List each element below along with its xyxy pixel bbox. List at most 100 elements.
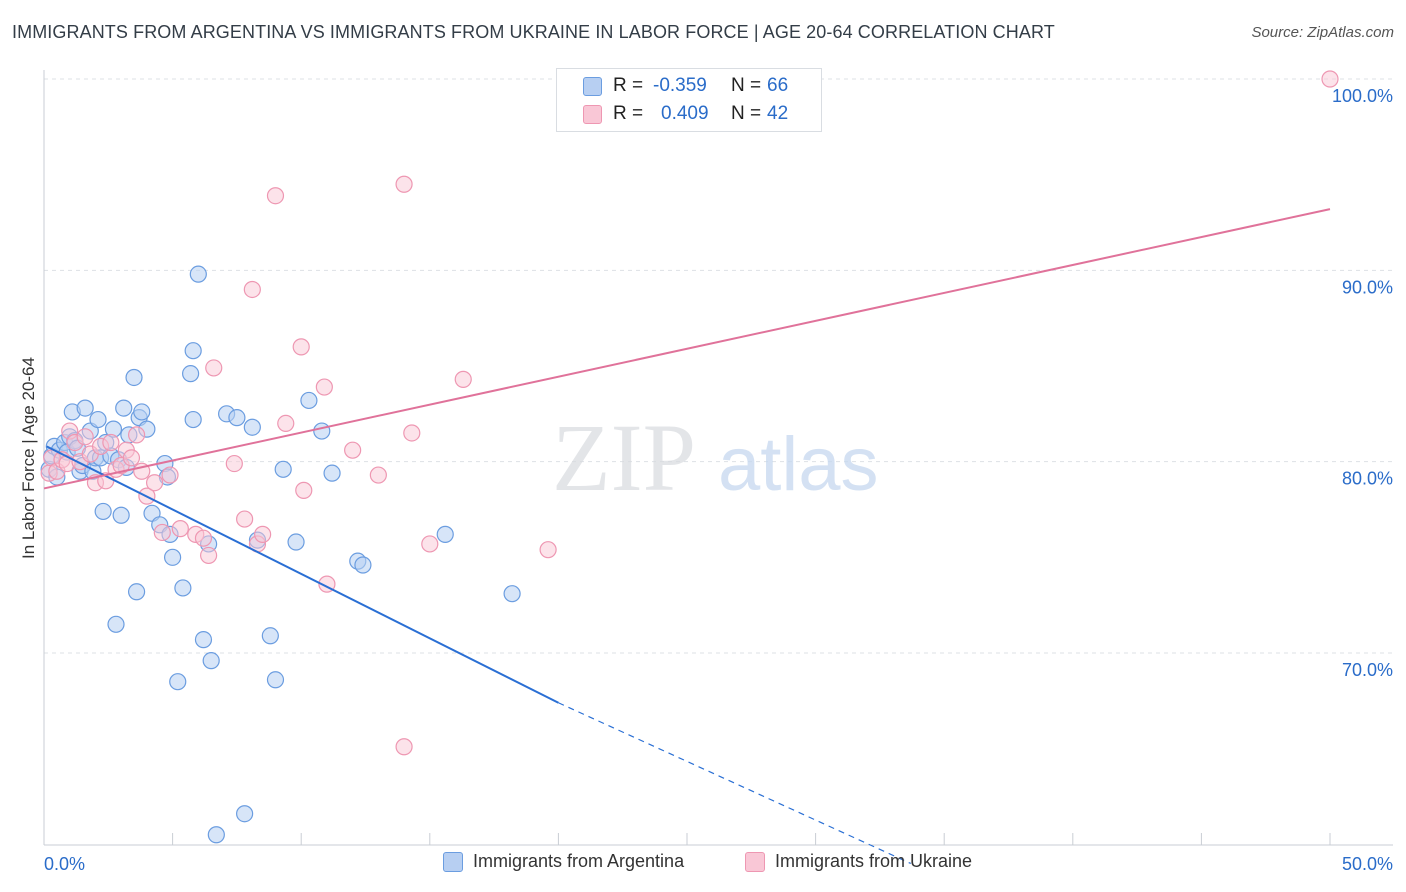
ukraine-point bbox=[122, 449, 141, 467]
ukraine-point bbox=[145, 474, 164, 492]
ukraine-point bbox=[225, 454, 243, 473]
legend-label-argentina: Immigrants from Argentina bbox=[473, 851, 685, 871]
argentina-point bbox=[112, 506, 130, 524]
source-label: Source: ZipAtlas.com bbox=[1251, 24, 1394, 41]
legend-r-label: R = bbox=[613, 75, 644, 96]
argentina-swatch bbox=[443, 851, 463, 872]
ukraine-point bbox=[205, 359, 223, 377]
ukraine-point bbox=[200, 546, 218, 565]
ukraine-point bbox=[395, 738, 413, 756]
legend-label-ukraine: Immigrants from Ukraine bbox=[775, 851, 973, 871]
argentina-trendline-extrapolated bbox=[558, 702, 912, 865]
watermark: ZIP atlas bbox=[552, 404, 879, 511]
ukraine-point bbox=[127, 426, 146, 444]
legend-n-value: 42 bbox=[767, 103, 789, 124]
ukraine-point bbox=[153, 523, 171, 542]
legend-n-label: N = bbox=[731, 75, 762, 96]
ukraine-point bbox=[421, 535, 439, 553]
ukraine-point bbox=[236, 510, 254, 528]
x-tick-labels: 0.0% 50.0% bbox=[44, 854, 1393, 874]
x-tick-label: 0.0% bbox=[44, 854, 85, 874]
gridlines bbox=[44, 78, 1393, 654]
argentina-point bbox=[182, 365, 200, 383]
ukraine-point bbox=[315, 378, 333, 396]
ukraine-swatch bbox=[745, 851, 765, 872]
ukraine-point bbox=[171, 520, 189, 538]
ukraine-swatch bbox=[583, 104, 602, 124]
argentina-point bbox=[94, 502, 112, 521]
watermark-atlas: atlas bbox=[718, 422, 879, 507]
argentina-point bbox=[133, 403, 151, 421]
watermark-zip: ZIP bbox=[552, 404, 696, 511]
ukraine-trendline bbox=[43, 208, 1331, 490]
y-tick-label: 100.0% bbox=[1332, 86, 1393, 106]
correlation-legend: R = -0.359 N = 66 R = 0.409 N = 42 bbox=[556, 68, 822, 132]
ukraine-point bbox=[403, 424, 421, 442]
ukraine-point bbox=[277, 414, 295, 432]
argentina-point bbox=[287, 533, 305, 551]
ukraine-point bbox=[539, 541, 557, 559]
ukraine-point bbox=[102, 433, 120, 452]
argentina-point bbox=[202, 652, 220, 670]
ukraine-point bbox=[1321, 70, 1339, 88]
ukraine-point bbox=[254, 525, 272, 543]
legend-n-value: 66 bbox=[767, 75, 789, 96]
argentina-point bbox=[207, 826, 225, 844]
argentina-point bbox=[184, 342, 202, 360]
argentina-point bbox=[189, 265, 207, 283]
argentina-point bbox=[313, 422, 331, 440]
legend-r-value: -0.359 bbox=[653, 75, 707, 96]
x-ticks bbox=[172, 833, 1331, 845]
ukraine-point bbox=[161, 466, 179, 484]
argentina-point bbox=[228, 409, 246, 427]
argentina-points bbox=[40, 265, 521, 844]
legend-r-label: R = bbox=[613, 103, 644, 124]
argentina-swatch bbox=[583, 76, 602, 96]
argentina-point bbox=[243, 418, 261, 436]
y-tick-labels: 70.0% 80.0% 90.0% 100.0% bbox=[1332, 86, 1393, 680]
trendlines bbox=[43, 208, 1331, 865]
argentina-point bbox=[194, 631, 213, 649]
legend-r-value: 0.409 bbox=[661, 103, 709, 124]
argentina-point bbox=[261, 627, 279, 645]
argentina-point bbox=[76, 399, 94, 417]
argentina-point bbox=[236, 805, 254, 823]
argentina-point bbox=[300, 391, 318, 410]
argentina-point bbox=[125, 368, 143, 387]
x-tick-label: 50.0% bbox=[1342, 854, 1393, 874]
y-tick-label: 80.0% bbox=[1342, 469, 1393, 489]
legend-n-label: N = bbox=[731, 103, 762, 124]
argentina-trendline bbox=[46, 445, 559, 704]
ukraine-point bbox=[266, 187, 285, 205]
argentina-point bbox=[266, 671, 285, 689]
ukraine-point bbox=[295, 481, 313, 499]
argentina-point bbox=[174, 579, 192, 597]
y-tick-label: 90.0% bbox=[1342, 277, 1393, 297]
ukraine-point bbox=[369, 466, 387, 484]
legend-item-ukraine[interactable]: Immigrants from Ukraine bbox=[745, 851, 972, 872]
ukraine-point bbox=[395, 175, 413, 193]
argentina-point bbox=[169, 673, 187, 691]
legend-row-ukraine: R = 0.409 N = 42 bbox=[583, 101, 788, 127]
legend-item-argentina[interactable]: Immigrants from Argentina bbox=[443, 851, 684, 872]
argentina-point bbox=[323, 464, 341, 482]
argentina-point bbox=[89, 410, 107, 429]
ukraine-point bbox=[194, 529, 213, 547]
argentina-point bbox=[184, 410, 202, 429]
argentina-point bbox=[436, 525, 454, 543]
argentina-point bbox=[503, 585, 521, 603]
argentina-point bbox=[115, 399, 133, 417]
y-tick-label: 70.0% bbox=[1342, 660, 1393, 680]
ukraine-point bbox=[292, 338, 310, 356]
argentina-point bbox=[107, 615, 125, 633]
ukraine-point bbox=[243, 280, 261, 299]
chart-title: IMMIGRANTS FROM ARGENTINA VS IMMIGRANTS … bbox=[12, 22, 1055, 42]
ukraine-point bbox=[76, 428, 94, 446]
series-legend: Immigrants from Argentina Immigrants fro… bbox=[0, 851, 1406, 877]
argentina-point bbox=[274, 460, 292, 478]
argentina-point bbox=[127, 583, 146, 601]
argentina-point bbox=[164, 548, 182, 566]
legend-row-argentina: R = -0.359 N = 66 bbox=[583, 73, 788, 99]
ukraine-point bbox=[344, 441, 362, 459]
